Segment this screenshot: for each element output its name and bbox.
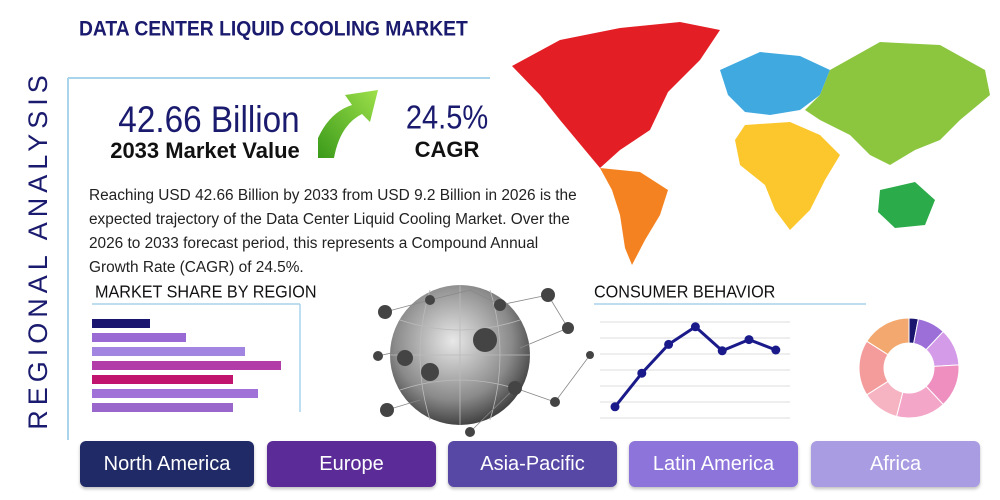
bar [92,319,150,328]
sidebar-label: REGIONAL ANALYSIS [23,70,53,430]
region-button[interactable]: Europe [267,441,436,487]
market-value-label: 2033 Market Value [110,138,300,163]
description: Reaching USD 42.66 Billion by 2033 from … [89,187,577,276]
point [610,402,620,412]
point [690,322,700,332]
bar [92,389,258,398]
cagr-value: 24.5% [406,99,488,136]
bar [92,333,186,342]
bar [92,361,281,370]
network-globe [373,285,594,437]
region-button[interactable]: Latin America [629,441,798,487]
point [744,335,754,345]
region-button[interactable]: North America [80,441,254,487]
pie-slice [866,317,910,356]
section-title: CONSUMER BEHAVIOR [594,282,775,302]
section-title: MARKET SHARE BY REGION [95,282,317,302]
point [771,345,781,355]
point [637,368,647,378]
point [717,346,727,356]
title: DATA CENTER LIQUID COOLING MARKET [79,18,468,41]
bar [92,347,245,356]
region-button[interactable]: Africa [811,441,980,487]
region-button[interactable]: Asia-Pacific [448,441,617,487]
world-map [512,22,990,265]
market-value: 42.66 Billion [118,99,299,140]
point [664,339,674,349]
cagr-label: CAGR [415,137,480,162]
bar [92,375,233,384]
bar [92,403,233,412]
growth-arrow [318,90,378,158]
